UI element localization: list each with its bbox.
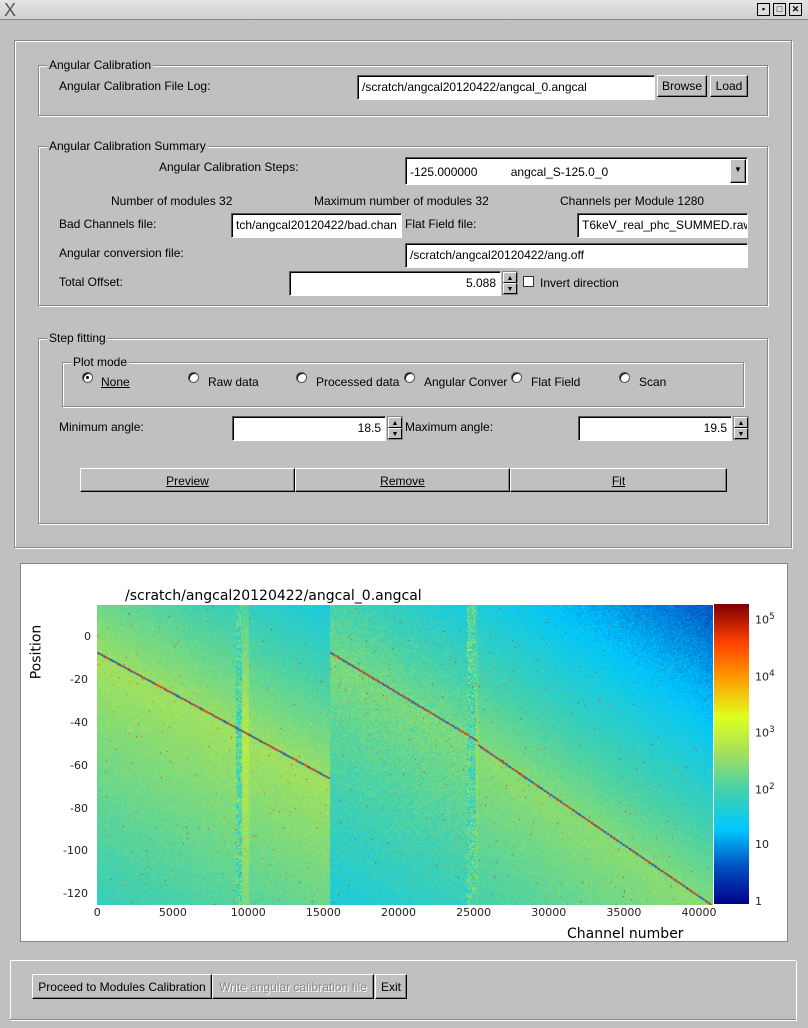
- bad-channels-label: Bad Channels file:: [59, 217, 156, 231]
- maximize-button[interactable]: □: [773, 3, 786, 16]
- mode-label: Scan: [639, 375, 666, 389]
- y-tick-label: -120: [63, 887, 88, 900]
- ang-conv-input[interactable]: /scratch/angcal20120422/ang.off: [405, 243, 748, 268]
- max-angle-label: Maximum angle:: [405, 420, 493, 434]
- group-title: Plot mode: [71, 356, 129, 369]
- preview-button[interactable]: Preview: [80, 468, 295, 492]
- radio-angular-conversion[interactable]: [404, 372, 415, 383]
- offset-spinner[interactable]: ▲ ▼: [502, 271, 518, 295]
- colorbar-tick-label: 105: [755, 612, 775, 627]
- mode-label: None: [101, 375, 130, 389]
- steps-select[interactable]: -125.000000 angcal_S-125.0_0 ▼: [405, 157, 748, 185]
- offset-label: Total Offset:: [59, 275, 123, 289]
- radio-scan[interactable]: [619, 372, 630, 383]
- x-tick-label: 30000: [531, 906, 566, 919]
- y-tick-label: -20: [70, 673, 88, 686]
- mode-label: Angular Conver: [424, 375, 507, 389]
- max-modules: Maximum number of modules 32: [314, 194, 489, 208]
- y-axis-label: Position: [28, 625, 44, 680]
- file-log-label: Angular Calibration File Log:: [59, 79, 210, 93]
- x-tick-label: 10000: [231, 906, 266, 919]
- heatmap: [97, 605, 713, 905]
- x-logo: X: [4, 0, 16, 21]
- minimize-button[interactable]: ▪: [757, 3, 770, 16]
- channels-per-module: Channels per Module 1280: [560, 194, 704, 208]
- flat-field-input[interactable]: T6keV_real_phc_SUMMED.raw: [577, 213, 748, 238]
- write-file-button[interactable]: Write angular calibration file: [212, 974, 374, 999]
- y-tick-label: -100: [63, 844, 88, 857]
- x-tick-label: 25000: [456, 906, 491, 919]
- remove-button[interactable]: Remove: [295, 468, 510, 492]
- invert-label: Invert direction: [540, 276, 619, 290]
- load-button[interactable]: Load: [710, 75, 748, 97]
- steps-value: -125.000000: [410, 165, 477, 179]
- radio-none[interactable]: [82, 372, 93, 383]
- close-button[interactable]: ✕: [789, 3, 802, 16]
- colorbar-tick-label: 1: [755, 895, 762, 908]
- colorbar-tick-label: 10: [755, 838, 769, 851]
- y-tick-label: -60: [70, 759, 88, 772]
- group-title: Step fitting: [47, 332, 108, 345]
- x-axis-label: Channel number: [567, 927, 684, 942]
- mode-label: Processed data: [316, 375, 399, 389]
- chart-title: /scratch/angcal20120422/angcal_0.angcal: [125, 588, 422, 604]
- mode-label: Raw data: [208, 375, 259, 389]
- radio-flat-field[interactable]: [511, 372, 522, 383]
- plot-canvas[interactable]: /scratch/angcal20120422/angcal_0.angcal …: [20, 563, 788, 942]
- group-title: Angular Calibration: [47, 59, 153, 72]
- colorbar: [714, 604, 749, 904]
- ang-conv-label: Angular conversion file:: [59, 246, 184, 260]
- group-title: Angular Calibration Summary: [47, 140, 208, 153]
- min-angle-label: Minimum angle:: [59, 420, 144, 434]
- y-tick-label: 0: [84, 630, 91, 643]
- title-bar: X ▪ □ ✕: [0, 0, 808, 20]
- browse-button[interactable]: Browse: [657, 75, 707, 97]
- x-tick-label: 20000: [381, 906, 416, 919]
- max-angle-spinner[interactable]: ▲ ▼: [733, 416, 749, 440]
- steps-name: angcal_S-125.0_0: [511, 165, 608, 179]
- x-tick-label: 35000: [606, 906, 641, 919]
- colorbar-tick-label: 103: [755, 725, 775, 740]
- exit-button[interactable]: Exit: [375, 974, 407, 999]
- x-tick-label: 40000: [681, 906, 716, 919]
- steps-label: Angular Calibration Steps:: [159, 160, 298, 174]
- mode-label: Flat Field: [531, 375, 580, 389]
- x-tick-label: 15000: [306, 906, 341, 919]
- radio-raw-data[interactable]: [188, 372, 199, 383]
- y-tick-label: -80: [70, 802, 88, 815]
- invert-checkbox[interactable]: [523, 276, 534, 287]
- min-angle-spinner[interactable]: ▲ ▼: [387, 416, 403, 440]
- chevron-down-icon[interactable]: ▼: [730, 159, 746, 183]
- fit-button[interactable]: Fit: [510, 468, 727, 492]
- offset-input[interactable]: 5.088: [289, 271, 501, 296]
- bad-channels-input[interactable]: tch/angcal20120422/bad.chan: [231, 213, 402, 238]
- y-tick-label: -40: [70, 716, 88, 729]
- max-angle-input[interactable]: 19.5: [578, 416, 732, 441]
- radio-processed-data[interactable]: [296, 372, 307, 383]
- flat-field-label: Flat Field file:: [405, 217, 476, 231]
- proceed-button[interactable]: Proceed to Modules Calibration: [32, 974, 212, 999]
- num-modules: Number of modules 32: [111, 194, 232, 208]
- colorbar-tick-label: 102: [755, 782, 775, 797]
- x-tick-label: 0: [94, 906, 101, 919]
- min-angle-input[interactable]: 18.5: [232, 416, 386, 441]
- colorbar-tick-label: 104: [755, 669, 775, 684]
- file-log-input[interactable]: /scratch/angcal20120422/angcal_0.angcal: [357, 75, 655, 100]
- x-tick-label: 5000: [159, 906, 187, 919]
